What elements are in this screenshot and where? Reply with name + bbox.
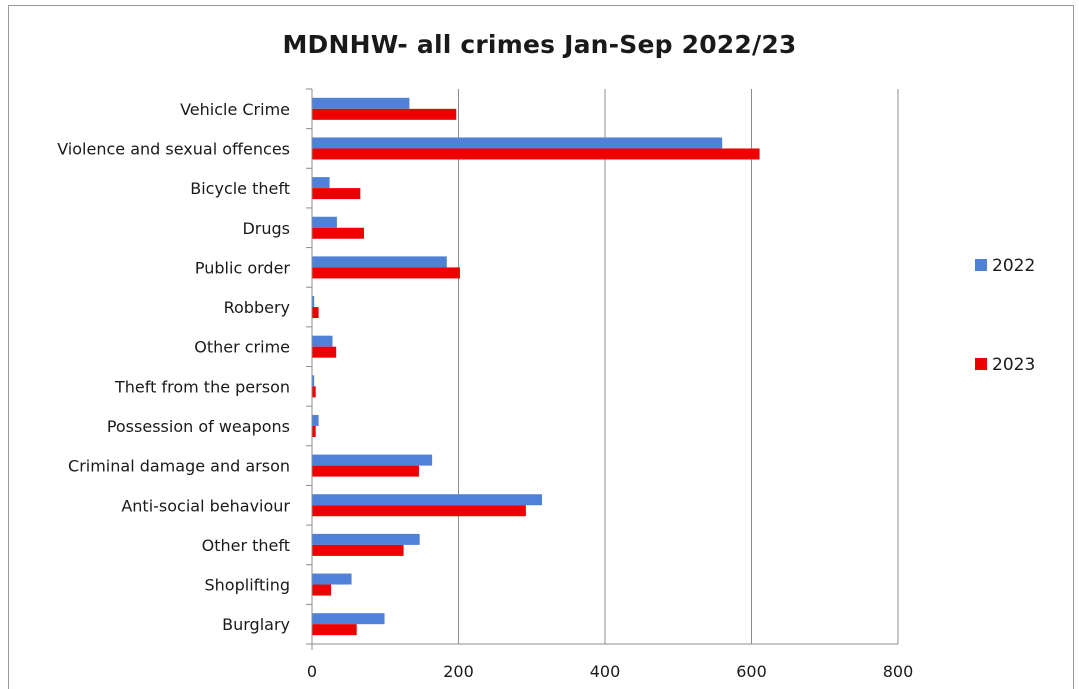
- category-label: Vehicle Crime: [180, 100, 290, 119]
- legend-swatch-2023: [975, 358, 987, 370]
- x-tick-label: 600: [736, 662, 767, 681]
- x-tick-label: 400: [590, 662, 621, 681]
- bar-2022: [312, 256, 447, 268]
- bar-2022: [312, 494, 543, 506]
- category-label: Theft from the person: [114, 377, 290, 396]
- bar-2022: [312, 97, 410, 109]
- bar-2023: [312, 624, 357, 636]
- bar-2023: [312, 425, 316, 437]
- category-label: Other theft: [202, 536, 290, 555]
- bar-2023: [312, 584, 332, 596]
- bar-2023: [312, 386, 316, 398]
- category-label: Robbery: [224, 298, 290, 317]
- legend-swatch-2022: [975, 259, 987, 271]
- bar-2022: [312, 216, 337, 228]
- bar-2023: [312, 346, 337, 358]
- category-label: Drugs: [242, 219, 290, 238]
- bar-2023: [312, 108, 457, 120]
- bar-2022: [312, 573, 352, 585]
- bar-2022: [312, 177, 330, 189]
- bar-2023: [312, 267, 460, 279]
- bar-2023: [312, 227, 365, 239]
- bar-2023: [312, 188, 361, 200]
- bar-2022: [312, 137, 723, 149]
- chart-frame: [8, 5, 1074, 689]
- category-label: Violence and sexual offences: [57, 139, 290, 158]
- category-label: Criminal damage and arson: [68, 457, 290, 476]
- bar-2023: [312, 505, 526, 517]
- category-label: Possession of weapons: [107, 417, 290, 436]
- x-tick-label: 200: [443, 662, 474, 681]
- bar-2023: [312, 148, 760, 160]
- legend-label-2023: 2023: [992, 355, 1035, 375]
- bar-2023: [312, 544, 404, 556]
- bar-2022: [312, 533, 420, 545]
- bar-2022: [312, 454, 433, 466]
- bar-2022: [312, 335, 333, 347]
- bar-2022: [312, 375, 315, 387]
- bar-2022: [312, 296, 315, 308]
- bar-2023: [312, 307, 319, 319]
- x-tick-label: 800: [883, 662, 914, 681]
- category-label: Anti-social behaviour: [121, 496, 290, 515]
- bar-2022: [312, 613, 385, 625]
- category-label: Bicycle theft: [190, 179, 290, 198]
- legend-label-2022: 2022: [992, 256, 1035, 276]
- category-label: Burglary: [222, 615, 290, 634]
- category-label: Other crime: [194, 338, 290, 357]
- category-label: Shoplifting: [205, 576, 291, 595]
- chart-title: MDNHW- all crimes Jan-Sep 2022/23: [282, 30, 797, 59]
- bar-2023: [312, 465, 419, 477]
- x-tick-label: 0: [307, 662, 317, 681]
- category-label: Public order: [195, 258, 291, 277]
- bar-2022: [312, 414, 319, 426]
